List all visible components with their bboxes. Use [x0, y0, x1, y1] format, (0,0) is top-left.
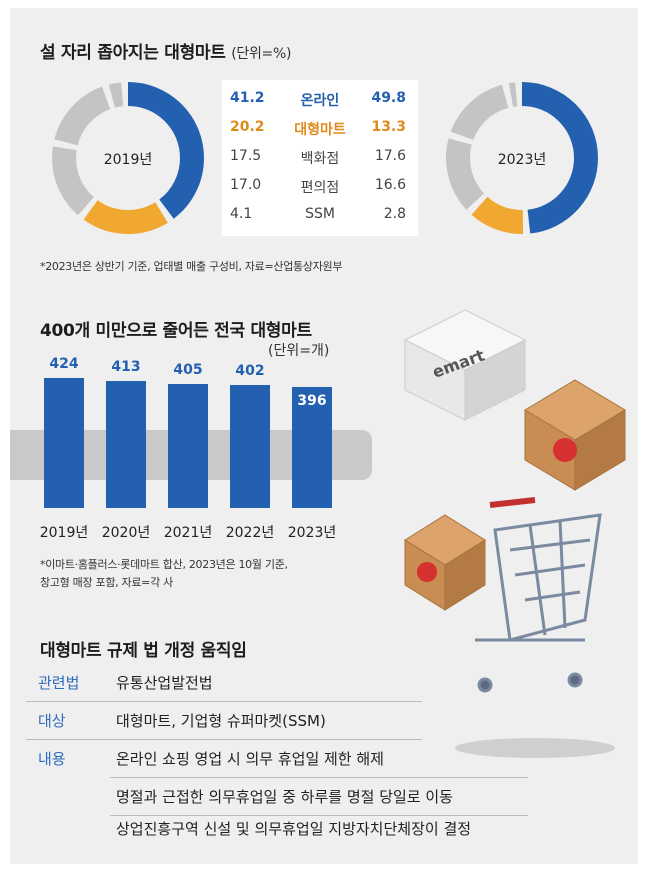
bar-2022년 — [230, 384, 270, 508]
share-row: 편의점 17.0 16.6 — [222, 173, 418, 201]
share-value-2019: 4.1 — [230, 206, 253, 222]
share-category-label: 온라인 — [300, 93, 340, 109]
share-category-label: 백화점 — [300, 151, 340, 167]
parcel-box-2-icon — [404, 514, 486, 611]
donut-title-text: 설 자리 좁아지는 대형마트 — [40, 43, 226, 63]
regulation-divider — [110, 815, 528, 816]
bar-value-label: 402 — [235, 362, 265, 379]
share-row: 온라인 41.2 49.8 — [222, 86, 418, 114]
share-value-2019: 20.2 — [230, 119, 265, 135]
donut-slice-2023년-백화점 — [446, 82, 598, 234]
bar-2023년 — [292, 386, 332, 508]
donut-slice-2023년-대형마트 — [446, 82, 598, 234]
share-value-2023: 2.8 — [383, 206, 406, 222]
bar-2019년 — [44, 378, 84, 508]
donut-section-title: 설 자리 좁아지는 대형마트 (단위=%) — [40, 38, 291, 63]
share-row: 백화점 17.5 17.6 — [222, 144, 418, 172]
share-row: SSM 4.1 2.8 — [222, 202, 418, 230]
bar-year-label: 2023년 — [287, 525, 337, 541]
parcel-box-1-icon — [524, 379, 626, 491]
regulation-value: 온라인 쇼핑 영업 시 의무 휴업일 제한 해제 — [116, 750, 384, 768]
regulation-value: 상업진흥구역 신설 및 의무휴업일 지방자치단체장이 결정 — [116, 820, 472, 838]
bar-value-label: 405 — [173, 361, 203, 378]
share-value-2023: 17.6 — [374, 148, 406, 164]
regulation-value: 명절과 근접한 의무휴업일 중 하루를 명절 당일로 이동 — [116, 788, 453, 806]
bar-note-line1: *이마트·홈플러스·롯데마트 합산, 2023년은 10월 기준, — [40, 558, 288, 571]
bar-year-label: 2020년 — [101, 525, 151, 541]
share-value-2023: 13.3 — [371, 119, 406, 135]
regulation-row: 대상 대형마트, 기업형 슈퍼마켓(SSM) — [26, 710, 526, 734]
share-category-label: 편의점 — [300, 180, 340, 196]
regulation-row: 관련법 유통산업발전법 — [26, 672, 526, 696]
donut-2019: 2019년 — [52, 82, 204, 234]
donut-slice-2023년-온라인 — [446, 82, 598, 234]
bar-2020년 — [106, 381, 146, 508]
regulation-key: 내용 — [38, 750, 66, 768]
share-row: 대형마트 20.2 13.3 — [222, 115, 418, 143]
donut-unit: (단위=%) — [231, 46, 292, 62]
regulation-row: 내용 온라인 쇼핑 영업 시 의무 휴업일 제한 해제 — [26, 748, 526, 772]
share-table: 온라인 41.2 49.8 대형마트 20.2 13.3 백화점 17.5 17.6 편의점 17.… — [222, 80, 418, 236]
bar-year-label: 2022년 — [225, 525, 275, 541]
regulation-divider — [26, 739, 422, 740]
share-value-2019: 41.2 — [230, 90, 265, 106]
regulation-row: 명절과 근접한 의무휴업일 중 하루를 명절 당일로 이동 — [26, 786, 526, 810]
donut-2023-label: 2023년 — [498, 152, 547, 168]
emart-box-icon: emart — [403, 309, 527, 421]
donut-slice-2019년-대형마트 — [52, 82, 204, 234]
shopping-cart-icon — [475, 497, 602, 693]
share-value-2023: 49.8 — [371, 90, 406, 106]
regulation-divider — [26, 701, 422, 702]
share-category-label: SSM — [305, 206, 335, 222]
regulation-key: 대상 — [38, 712, 66, 730]
share-value-2019: 17.5 — [230, 148, 262, 164]
regulation-row: 상업진흥구역 신설 및 의무휴업일 지방자치단체장이 결정 — [26, 818, 526, 842]
regulation-title: 대형마트 규제 법 개정 움직임 — [40, 641, 247, 661]
share-value-2019: 17.0 — [230, 177, 262, 193]
regulation-key: 관련법 — [38, 674, 80, 692]
bar-2021년 — [168, 383, 208, 508]
bar-value-label: 424 — [49, 356, 79, 372]
share-category-label: 대형마트 — [294, 122, 346, 138]
donut-slice-2019년-온라인 — [52, 82, 204, 234]
bar-unit: (단위=개) — [268, 343, 330, 359]
bar-value-label: 413 — [111, 359, 141, 376]
donut-2023: 2023년 — [446, 82, 598, 234]
bar-year-label: 2019년 — [39, 525, 89, 541]
shopping-illustration: emart — [403, 309, 626, 758]
bar-value-label: 396 — [297, 392, 327, 409]
donut-source-note: *2023년은 상반기 기준, 업태별 매출 구성비, 자료=산업통상자원부 — [40, 260, 343, 273]
regulation-value: 대형마트, 기업형 슈퍼마켓(SSM) — [116, 712, 326, 730]
donut-2019-label: 2019년 — [104, 152, 153, 168]
share-value-2023: 16.6 — [374, 177, 406, 193]
donut-slice-2019년-백화점 — [52, 82, 204, 234]
bar-note-line2: 창고형 매장 포함, 자료=각 사 — [40, 576, 173, 589]
regulation-value: 유통산업발전법 — [116, 674, 213, 692]
bar-section-title: 400개 미만으로 줄어든 전국 대형마트 — [40, 321, 312, 341]
regulation-divider — [110, 777, 528, 778]
bar-year-label: 2021년 — [163, 525, 213, 541]
cart-shadow — [455, 738, 615, 758]
